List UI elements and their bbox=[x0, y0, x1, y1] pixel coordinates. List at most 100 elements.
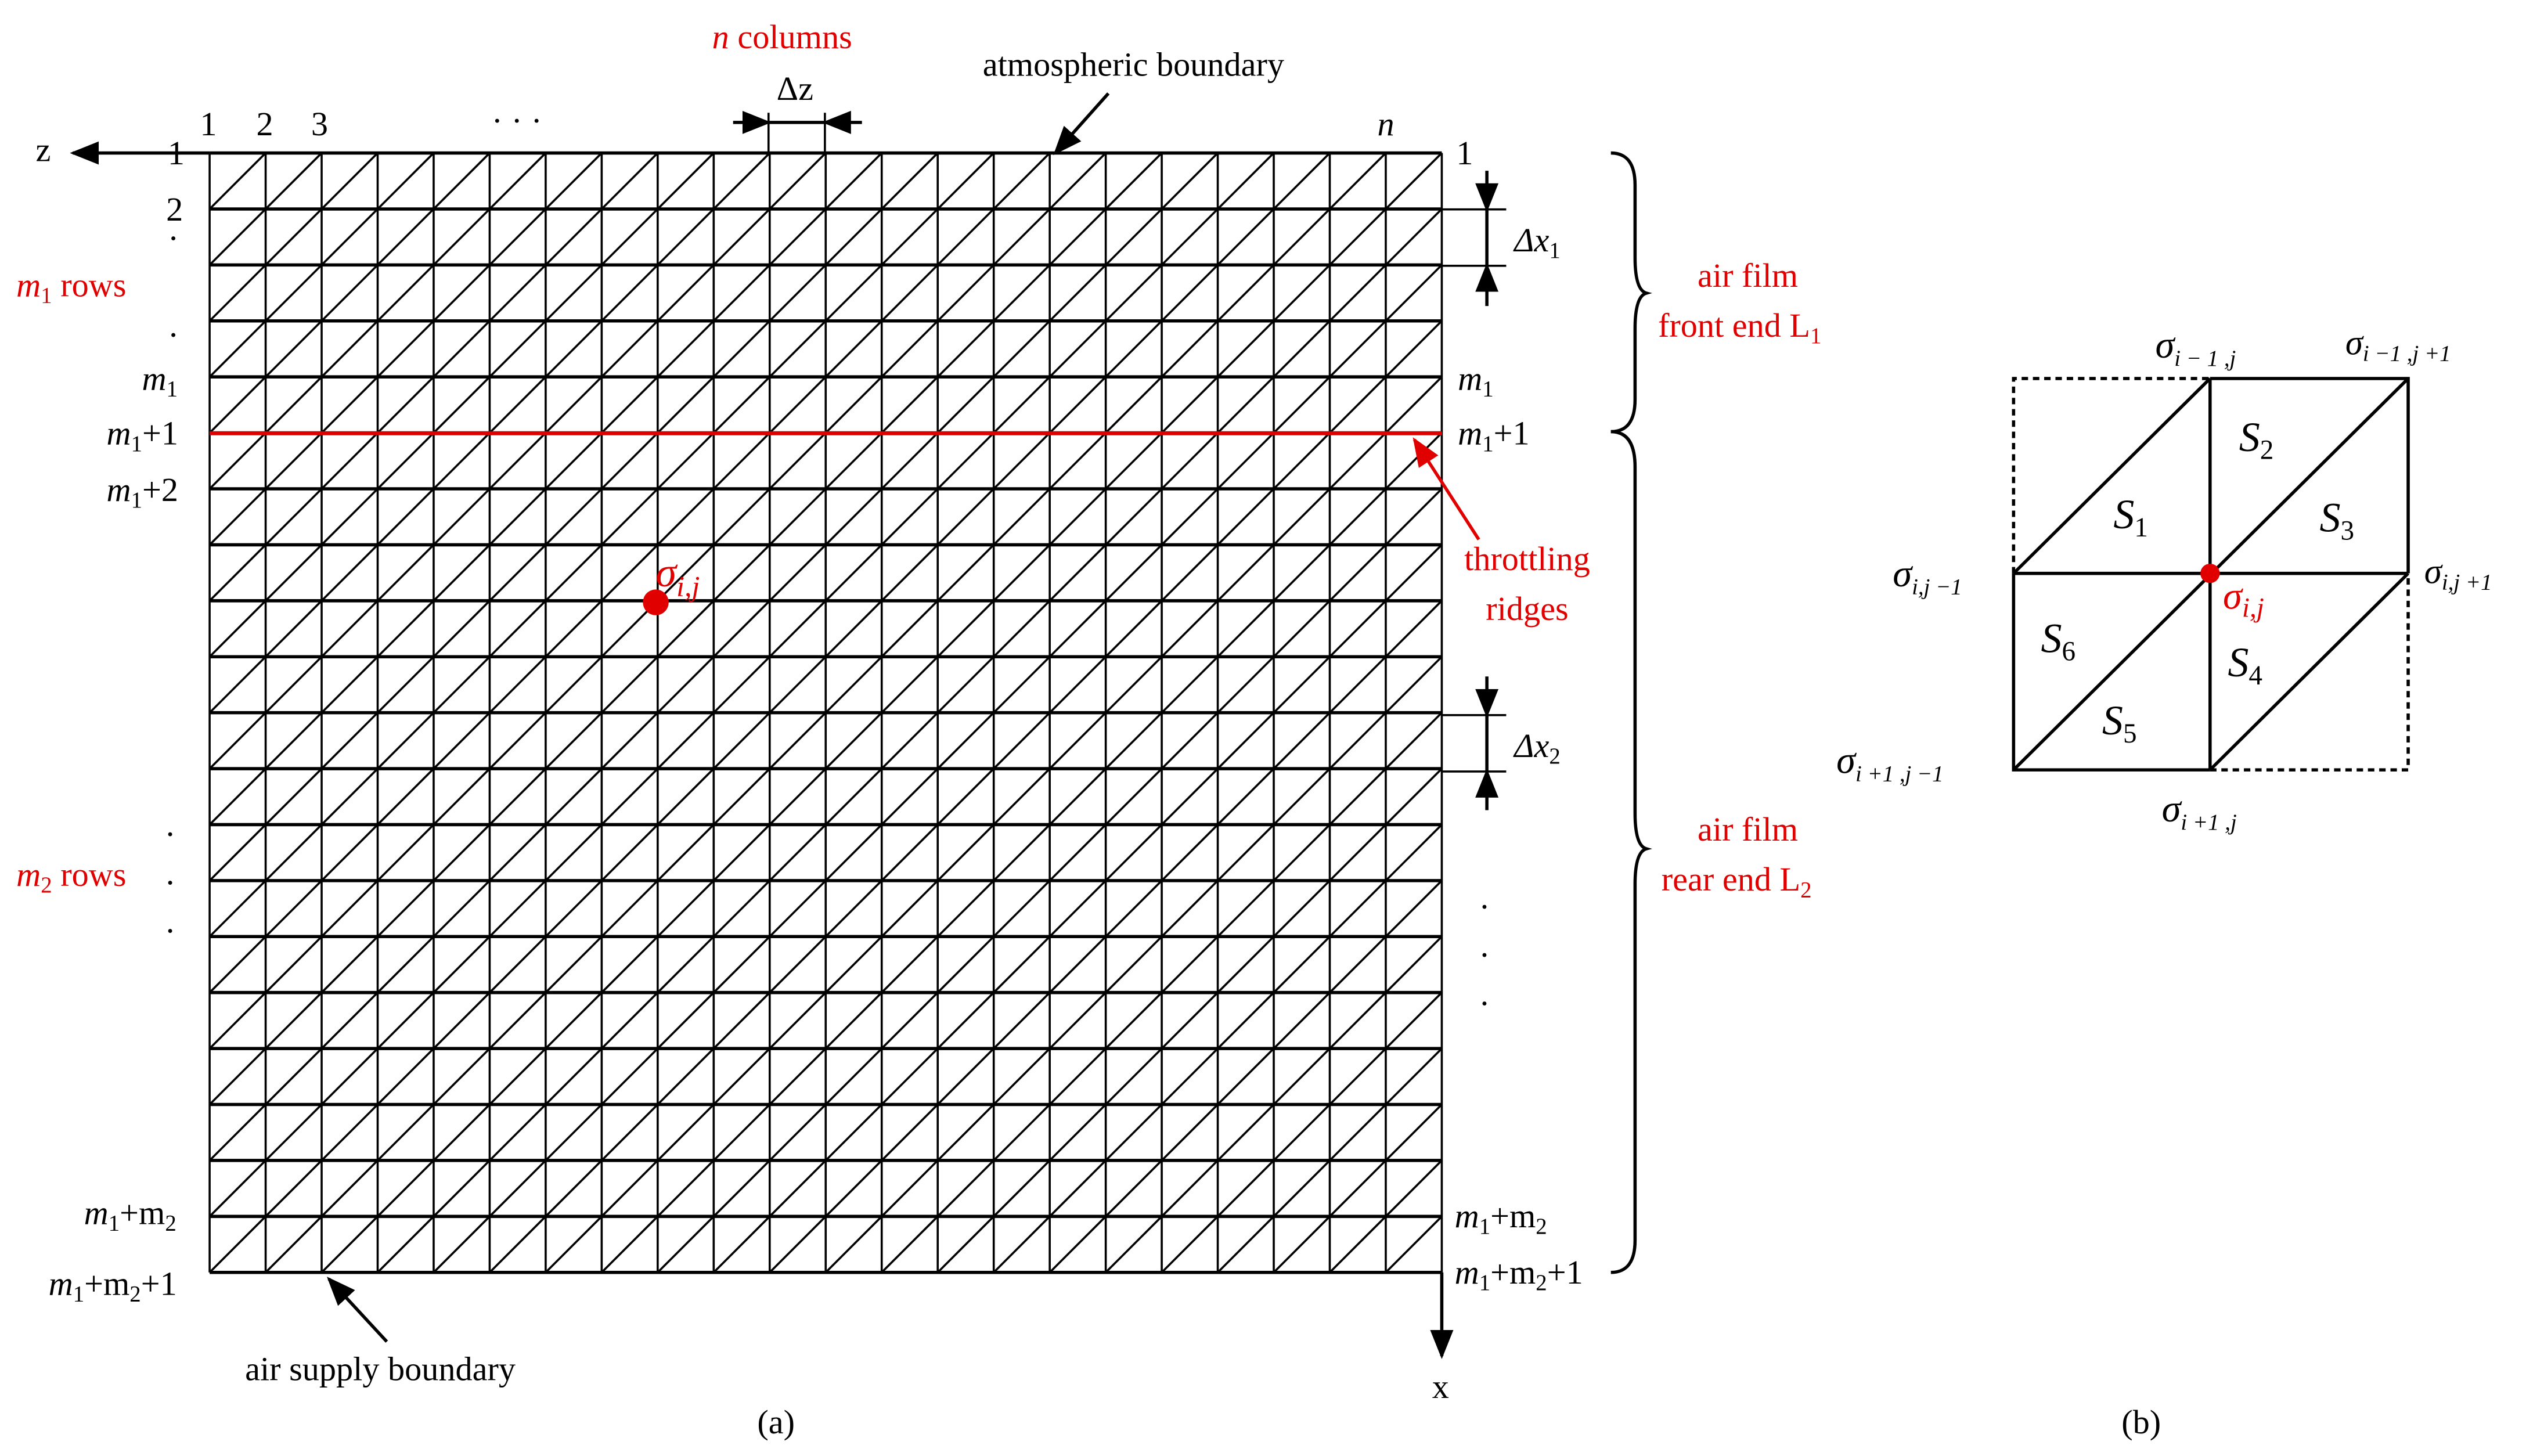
mesh-diagonal bbox=[265, 488, 323, 546]
mesh-diagonal bbox=[489, 655, 547, 713]
mesh-diagonal bbox=[1329, 1104, 1387, 1162]
mesh-diagonal bbox=[1385, 712, 1443, 770]
node-i-jp1: σi,j +1 bbox=[2424, 552, 2492, 594]
mesh-diagonal bbox=[433, 488, 491, 546]
mesh-diagonal bbox=[713, 152, 771, 210]
mesh-diagonal bbox=[601, 544, 659, 602]
mesh-diagonal bbox=[713, 1159, 771, 1217]
mesh-diagonal bbox=[769, 1047, 827, 1105]
row-dots: · bbox=[164, 912, 175, 950]
mesh-diagonal bbox=[824, 488, 883, 546]
mesh-diagonal bbox=[936, 824, 994, 882]
mesh-diagonal bbox=[1329, 1159, 1387, 1217]
mesh-diagonal bbox=[1273, 264, 1331, 322]
mesh-diagonal bbox=[433, 432, 491, 490]
mesh-diagonal bbox=[1048, 1047, 1107, 1105]
delta-x1-dimension bbox=[1442, 171, 1507, 307]
mesh-diagonal bbox=[1105, 432, 1163, 490]
mesh-diagonal bbox=[545, 376, 603, 434]
mesh-diagonal bbox=[769, 1216, 827, 1274]
mesh-diagonal bbox=[993, 208, 1051, 266]
mesh-diagonal bbox=[1105, 824, 1163, 882]
mesh-diagonal bbox=[993, 376, 1051, 434]
mesh-diagonal bbox=[320, 208, 379, 266]
mesh-diagonal bbox=[769, 600, 827, 658]
row-dots: · bbox=[1479, 888, 1490, 925]
mesh-diagonal bbox=[881, 767, 939, 826]
mesh-diagonal bbox=[936, 208, 994, 266]
mesh-diagonal bbox=[936, 1216, 994, 1274]
mesh-diagonal bbox=[320, 432, 379, 490]
mesh-diagonal bbox=[881, 880, 939, 938]
mesh-diagonal bbox=[993, 880, 1051, 938]
mesh-diagonal bbox=[320, 880, 379, 938]
mesh-diagonal bbox=[320, 936, 379, 993]
mesh-diagonal bbox=[1105, 1104, 1163, 1162]
row-label-m1-plus-m2-plus-1: m1+m2+1 bbox=[49, 1265, 177, 1307]
mesh-diagonal bbox=[320, 488, 379, 546]
mesh-diagonal bbox=[320, 992, 379, 1050]
mesh-diagonal bbox=[545, 880, 603, 938]
mesh-diagonal bbox=[1048, 712, 1107, 770]
mesh-diagonal bbox=[265, 767, 323, 826]
mesh-diagonal bbox=[1385, 1047, 1443, 1105]
mesh-diagonal bbox=[1161, 992, 1219, 1050]
node-i-j: σi,j bbox=[2223, 575, 2264, 624]
mesh-diagonal bbox=[545, 1104, 603, 1162]
mesh-diagonal bbox=[377, 992, 435, 1050]
mesh-diagonal bbox=[377, 712, 435, 770]
mesh-diagonal bbox=[769, 655, 827, 713]
mesh-diagonal bbox=[489, 1159, 547, 1217]
mesh-diagonal bbox=[1273, 208, 1331, 266]
mesh-diagonal bbox=[601, 320, 659, 378]
mesh-diagonal bbox=[993, 655, 1051, 713]
delta-x2-label: Δx2 bbox=[1513, 727, 1560, 769]
mesh-diagonal bbox=[1217, 1216, 1275, 1274]
mesh-diagonal bbox=[713, 1104, 771, 1162]
mesh-diagonal bbox=[377, 376, 435, 434]
mesh-diagonal bbox=[1329, 767, 1387, 826]
mesh-diagonal bbox=[881, 824, 939, 882]
mesh-diagonal bbox=[1329, 1216, 1387, 1274]
mesh-diagonal bbox=[377, 208, 435, 266]
mesh-diagonal bbox=[320, 767, 379, 826]
mesh-diagonal bbox=[824, 152, 883, 210]
mesh-diagonal bbox=[993, 1216, 1051, 1274]
mesh-diagonal bbox=[545, 712, 603, 770]
mesh-diagonal bbox=[1273, 992, 1331, 1050]
mesh-diagonal bbox=[377, 767, 435, 826]
delta-z-label: Δz bbox=[777, 70, 813, 107]
mesh-diagonal bbox=[1048, 152, 1107, 210]
mesh-diagonal bbox=[433, 1159, 491, 1217]
mesh-diagonal bbox=[1329, 936, 1387, 993]
mesh-diagonal bbox=[1273, 1216, 1331, 1274]
mesh-diagonal bbox=[433, 712, 491, 770]
mesh-diagonal bbox=[489, 600, 547, 658]
mesh-diagonal bbox=[1105, 712, 1163, 770]
column-label-2: 2 bbox=[257, 105, 273, 143]
mesh-diagonal bbox=[936, 488, 994, 546]
mesh-diagonal bbox=[601, 264, 659, 322]
mesh-diagonal bbox=[993, 264, 1051, 322]
mesh-diagonal bbox=[657, 544, 715, 602]
mesh-diagonal bbox=[769, 544, 827, 602]
mesh-diagonal bbox=[208, 655, 266, 713]
mesh-diagonal bbox=[1273, 544, 1331, 602]
mesh-diagonal bbox=[320, 544, 379, 602]
mesh-diagonal bbox=[1217, 1159, 1275, 1217]
mesh-diagonal bbox=[1161, 1047, 1219, 1105]
mesh-diagonal bbox=[769, 376, 827, 434]
mesh-diagonal bbox=[320, 1104, 379, 1162]
mesh-diagonal bbox=[433, 655, 491, 713]
mesh-diagonal bbox=[433, 1104, 491, 1162]
mesh-diagonal bbox=[1385, 152, 1443, 210]
mesh-diagonal bbox=[657, 712, 715, 770]
mesh-diagonal bbox=[1273, 767, 1331, 826]
row-label-m1-plus-2: m1+2 bbox=[107, 471, 178, 513]
mesh-diagonal bbox=[769, 1159, 827, 1217]
mesh-diagonal bbox=[657, 320, 715, 378]
mesh-diagonal bbox=[824, 264, 883, 322]
mesh-diagonal bbox=[1273, 1159, 1331, 1217]
mesh-diagonal bbox=[377, 320, 435, 378]
mesh-diagonal bbox=[601, 992, 659, 1050]
